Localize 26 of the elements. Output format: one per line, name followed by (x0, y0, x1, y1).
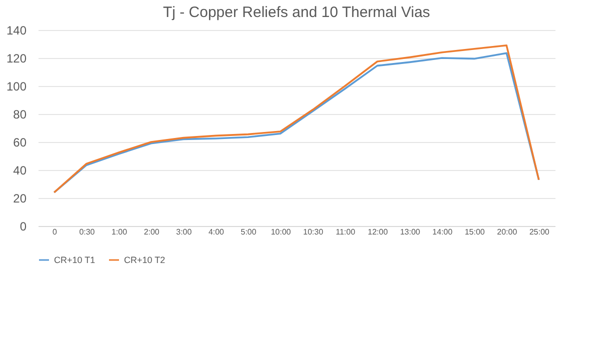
y-tick-label: 20 (13, 192, 27, 206)
x-tick-label: 14:00 (432, 228, 453, 236)
x-tick-label: 5:00 (240, 228, 257, 236)
x-tick-label: 10:00 (270, 228, 292, 236)
x-tick-label: 4:00 (208, 228, 225, 236)
x-tick-label: 3:00 (176, 228, 192, 236)
y-tick-label: 140 (6, 24, 27, 38)
x-tick-label: 13:00 (400, 228, 421, 236)
x-tick-label: 1:00 (111, 228, 128, 236)
x-tick-label: 15:00 (464, 228, 486, 236)
x-tick-label: 25:00 (529, 228, 550, 236)
chart-title: Tj - Copper Reliefs and 10 Thermal Vias (162, 4, 430, 21)
x-tick-label: 12:00 (368, 228, 388, 236)
x-tick-label: 11:00 (336, 228, 356, 236)
x-tick-label: 0 (52, 228, 58, 236)
x-tick-label: 0:30 (79, 228, 96, 236)
y-tick-label: 80 (13, 108, 27, 122)
legend-label: CR+10 T1 (54, 255, 96, 265)
y-tick-label: 100 (6, 80, 27, 94)
y-tick-label: 120 (6, 52, 27, 66)
legend-label: CR+10 T2 (124, 255, 166, 265)
x-tick-label: 2:00 (144, 228, 160, 236)
x-tick-label: 20:00 (497, 228, 518, 236)
y-tick-label: 40 (13, 164, 27, 178)
x-tick-label: 10:30 (303, 228, 324, 236)
y-tick-label: 60 (13, 136, 27, 150)
